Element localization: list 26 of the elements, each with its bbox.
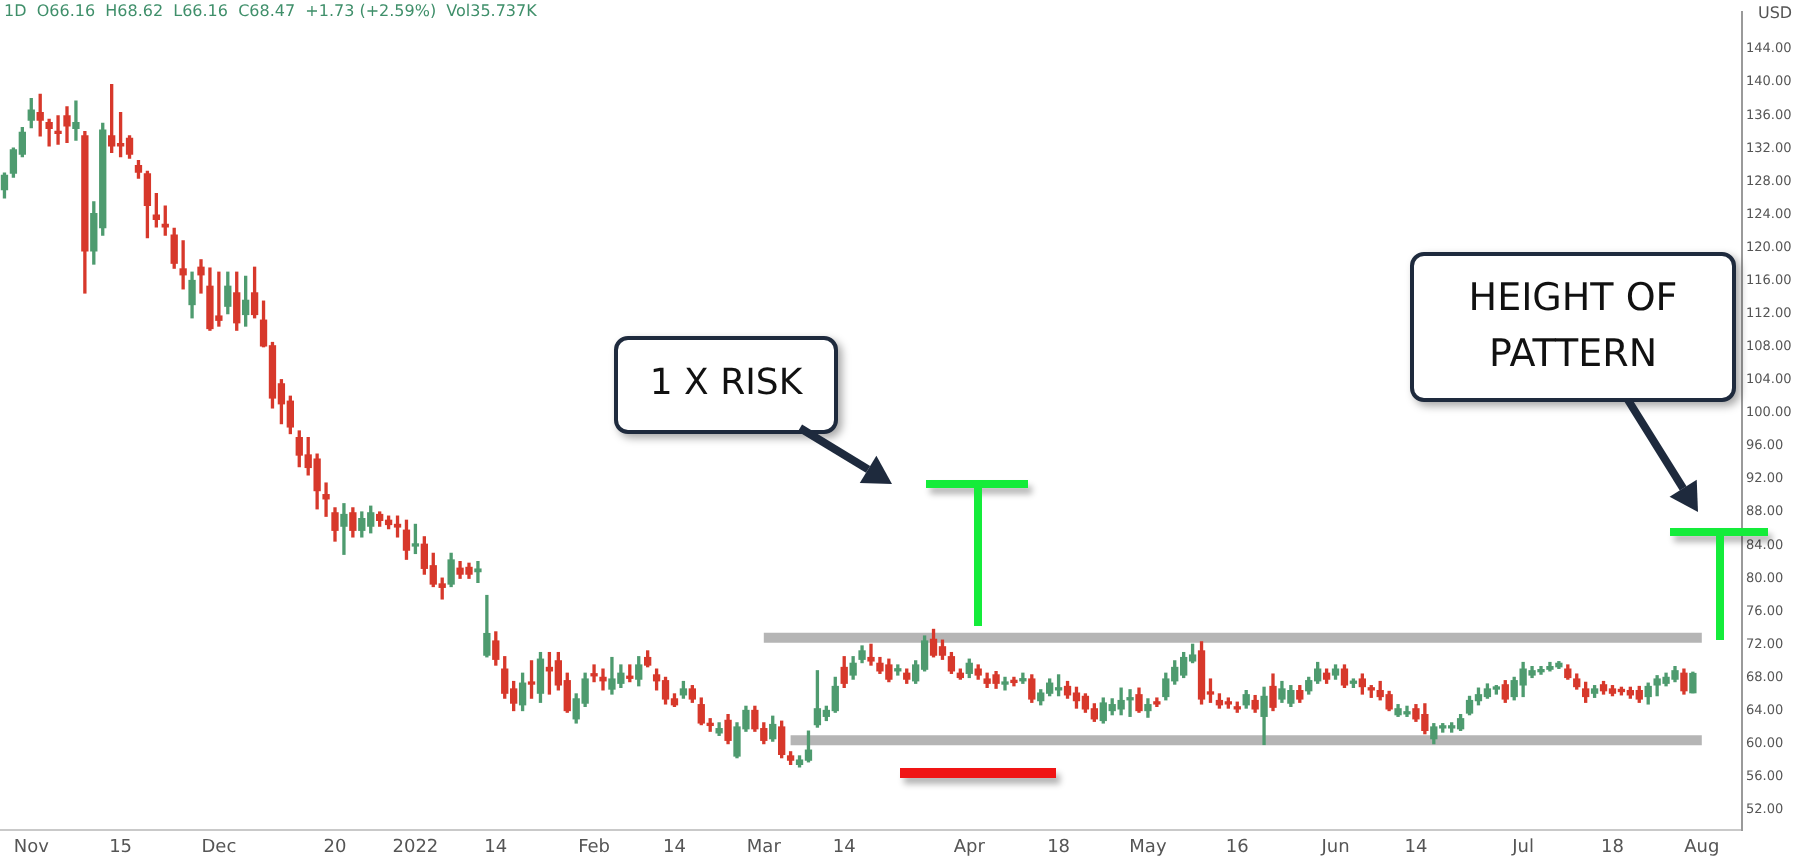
candlestick: [72, 100, 80, 141]
x-tick-label: Dec: [201, 837, 237, 858]
x-tick-label: 14: [484, 837, 508, 858]
x-tick-label: 16: [1225, 837, 1250, 858]
x-tick-label: Apr: [953, 837, 986, 858]
x-tick-label: May: [1129, 837, 1168, 858]
x-tick-label: Jul: [1510, 837, 1534, 858]
candlestick: [474, 561, 482, 583]
x-tick-label: Mar: [746, 837, 782, 858]
callout-box: 1 X RISK: [614, 336, 838, 434]
x-tick-label: Feb: [578, 837, 611, 858]
x-tick-label: 2022: [392, 837, 439, 858]
x-tick-label: 20: [323, 837, 347, 858]
x-tick-label: Jun: [1319, 837, 1350, 858]
x-tick-label: 14: [832, 837, 857, 858]
y-axis-title: USD: [1758, 4, 1793, 22]
x-tick-label: Nov: [13, 837, 51, 858]
x-tick-label: Aug: [1684, 837, 1720, 858]
x-tick-label: 18: [1047, 837, 1071, 858]
chart-title: 1D O66.16 H68.62 L66.16 C68.47 +1.73 (+2.59%) Vol35.737K: [4, 2, 537, 20]
candlestick: [340, 503, 348, 555]
x-tick-label: 18: [1601, 837, 1625, 858]
callout-box: HEIGHT OF PATTERN: [1410, 252, 1736, 402]
x-tick-label: 14: [663, 837, 687, 858]
x-tick-label: 15: [109, 837, 133, 858]
x-tick-label: 14: [1404, 837, 1428, 858]
